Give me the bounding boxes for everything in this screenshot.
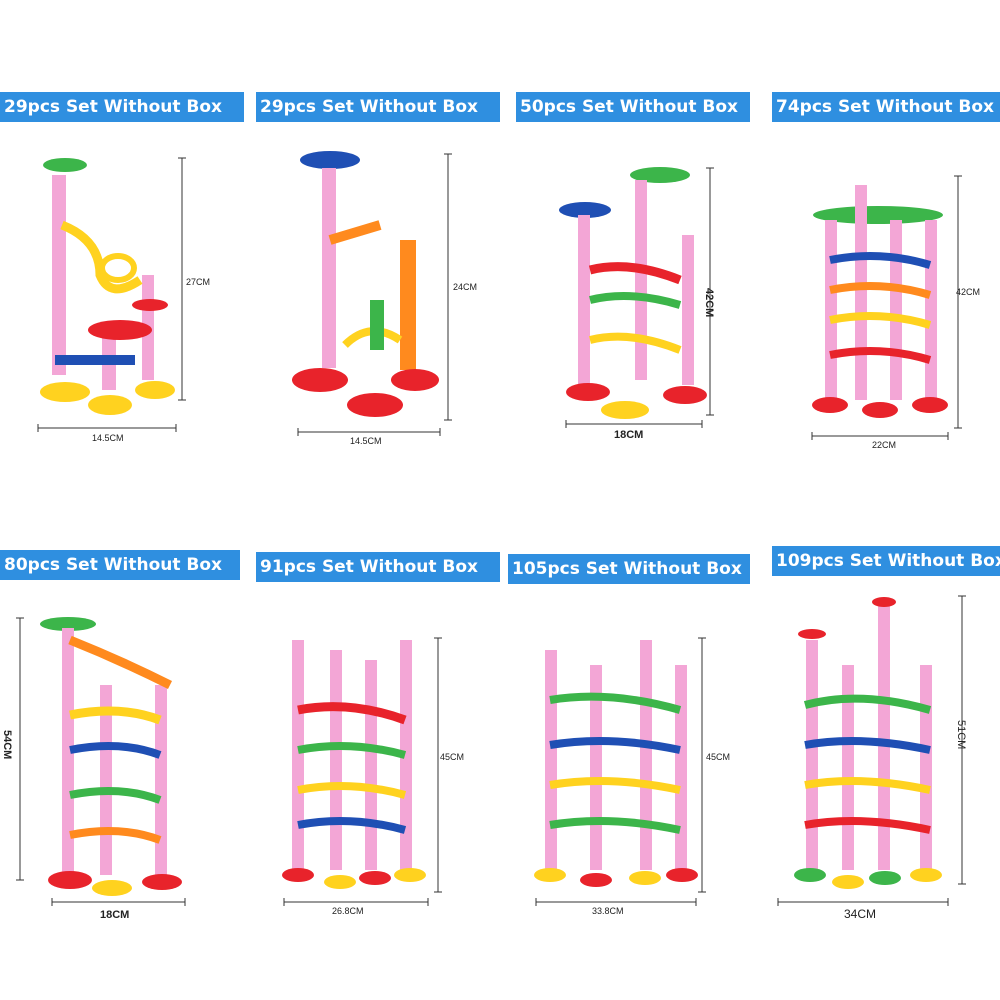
marble-run-image: 45CM 26.8CM xyxy=(282,637,464,916)
marble-run-image: 51CM 34CM xyxy=(777,595,967,921)
set-label: 80pcs Set Without Box xyxy=(0,550,240,580)
set-label: 109pcs Set Without Box xyxy=(772,546,1000,576)
marble-run-image: 45CM 33.8CM xyxy=(534,637,730,916)
product-cell-7: 105pcs Set Without Box 45CM 33.8CM xyxy=(500,500,750,1000)
width-label: 18CM xyxy=(100,909,129,921)
set-label: 105pcs Set Without Box xyxy=(508,554,750,584)
width-label: 14.5CM xyxy=(350,436,382,446)
marble-run-image: 24CM 14.5CM xyxy=(292,151,477,446)
height-label: 45CM xyxy=(440,752,464,762)
marble-run-image: 27CM 14.5CM xyxy=(37,157,210,443)
height-label: 54CM xyxy=(1,730,13,759)
height-label: 51CM xyxy=(955,720,967,749)
width-label: 34CM xyxy=(844,907,876,921)
product-cell-6: 91pcs Set Without Box 45CM 26.8CM xyxy=(250,500,500,1000)
width-label: 22CM xyxy=(872,440,896,450)
set-label: 91pcs Set Without Box xyxy=(256,552,500,582)
height-label: 42CM xyxy=(703,288,715,317)
height-label: 24CM xyxy=(453,282,477,292)
height-label: 45CM xyxy=(706,752,730,762)
width-label: 14.5CM xyxy=(92,433,124,443)
set-label: 29pcs Set Without Box xyxy=(0,92,244,122)
set-label: 29pcs Set Without Box xyxy=(256,92,500,122)
product-cell-1: 29pcs Set Without Box 27CM 14.5CM xyxy=(0,0,250,500)
product-cell-8: 109pcs Set Without Box 51CM 34CM xyxy=(750,500,1000,1000)
product-cell-5: 80pcs Set Without Box 54CM 18CM xyxy=(0,500,250,1000)
marble-run-image: 42CM 18CM xyxy=(559,167,715,441)
set-label: 74pcs Set Without Box xyxy=(772,92,1000,122)
product-cell-3: 50pcs Set Without Box 42CM 18CM xyxy=(500,0,750,500)
width-label: 33.8CM xyxy=(592,906,624,916)
product-cell-2: 29pcs Set Without Box 24CM 14.5CM xyxy=(250,0,500,500)
marble-run-image: 54CM 18CM xyxy=(1,617,186,921)
marble-run-image: 42CM 22CM xyxy=(811,175,980,450)
width-label: 26.8CM xyxy=(332,906,364,916)
height-label: 27CM xyxy=(186,277,210,287)
height-label: 42CM xyxy=(956,287,980,297)
product-cell-4: 74pcs Set Without Box 42CM 22CM xyxy=(750,0,1000,500)
width-label: 18CM xyxy=(614,429,643,441)
set-label: 50pcs Set Without Box xyxy=(516,92,750,122)
